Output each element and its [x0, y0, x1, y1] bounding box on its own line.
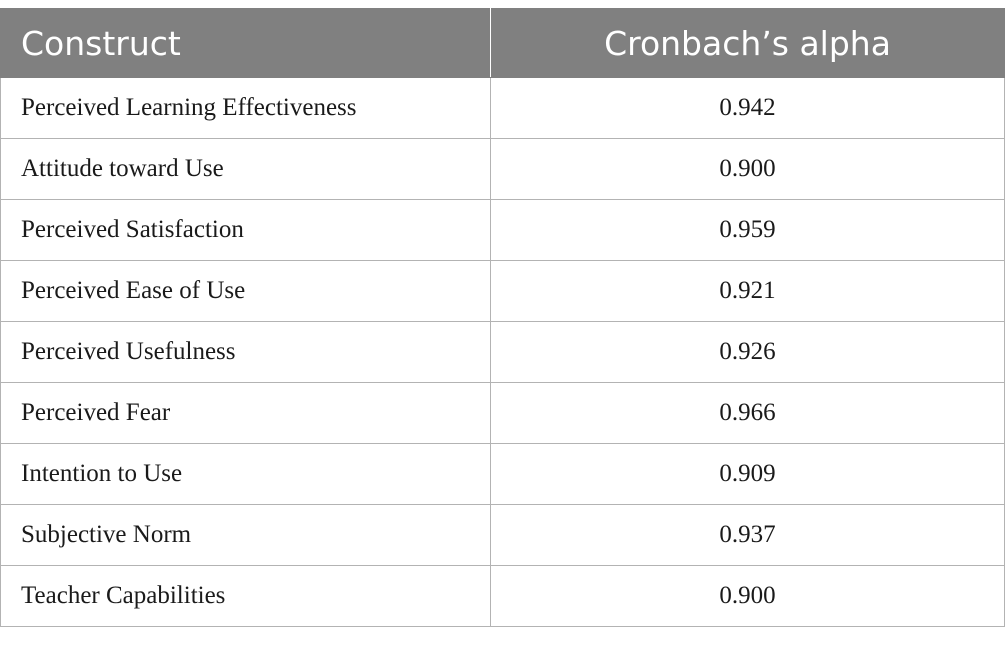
- alpha-cell: 0.966: [490, 382, 1005, 444]
- construct-cell: Teacher Capabilities: [0, 565, 491, 627]
- construct-cell: Perceived Usefulness: [0, 321, 491, 383]
- header-construct: Construct: [0, 8, 491, 78]
- header-cronbach-alpha: Cronbach’s alpha: [490, 8, 1005, 78]
- construct-cell: Attitude toward Use: [0, 138, 491, 200]
- alpha-cell: 0.900: [490, 565, 1005, 627]
- table-row: Perceived Fear 0.966: [0, 382, 1005, 444]
- alpha-cell: 0.959: [490, 199, 1005, 261]
- table-row: Perceived Learning Effectiveness 0.942: [0, 77, 1005, 139]
- construct-cell: Perceived Learning Effectiveness: [0, 77, 491, 139]
- table-row: Teacher Capabilities 0.900: [0, 565, 1005, 627]
- reliability-table-container: Construct Cronbach’s alpha Perceived Lea…: [0, 8, 1005, 627]
- alpha-cell: 0.900: [490, 138, 1005, 200]
- table-body: Perceived Learning Effectiveness 0.942 A…: [0, 77, 1005, 627]
- header-row: Construct Cronbach’s alpha: [0, 8, 1005, 78]
- construct-cell: Perceived Ease of Use: [0, 260, 491, 322]
- table-row: Perceived Ease of Use 0.921: [0, 260, 1005, 322]
- construct-cell: Intention to Use: [0, 443, 491, 505]
- alpha-cell: 0.921: [490, 260, 1005, 322]
- construct-cell: Perceived Satisfaction: [0, 199, 491, 261]
- construct-cell: Perceived Fear: [0, 382, 491, 444]
- reliability-table: Construct Cronbach’s alpha Perceived Lea…: [0, 8, 1005, 627]
- alpha-cell: 0.937: [490, 504, 1005, 566]
- table-row: Attitude toward Use 0.900: [0, 138, 1005, 200]
- construct-cell: Subjective Norm: [0, 504, 491, 566]
- table-row: Intention to Use 0.909: [0, 443, 1005, 505]
- table-row: Perceived Usefulness 0.926: [0, 321, 1005, 383]
- alpha-cell: 0.909: [490, 443, 1005, 505]
- table-row: Perceived Satisfaction 0.959: [0, 199, 1005, 261]
- table-header: Construct Cronbach’s alpha: [0, 8, 1005, 78]
- alpha-cell: 0.926: [490, 321, 1005, 383]
- alpha-cell: 0.942: [490, 77, 1005, 139]
- table-row: Subjective Norm 0.937: [0, 504, 1005, 566]
